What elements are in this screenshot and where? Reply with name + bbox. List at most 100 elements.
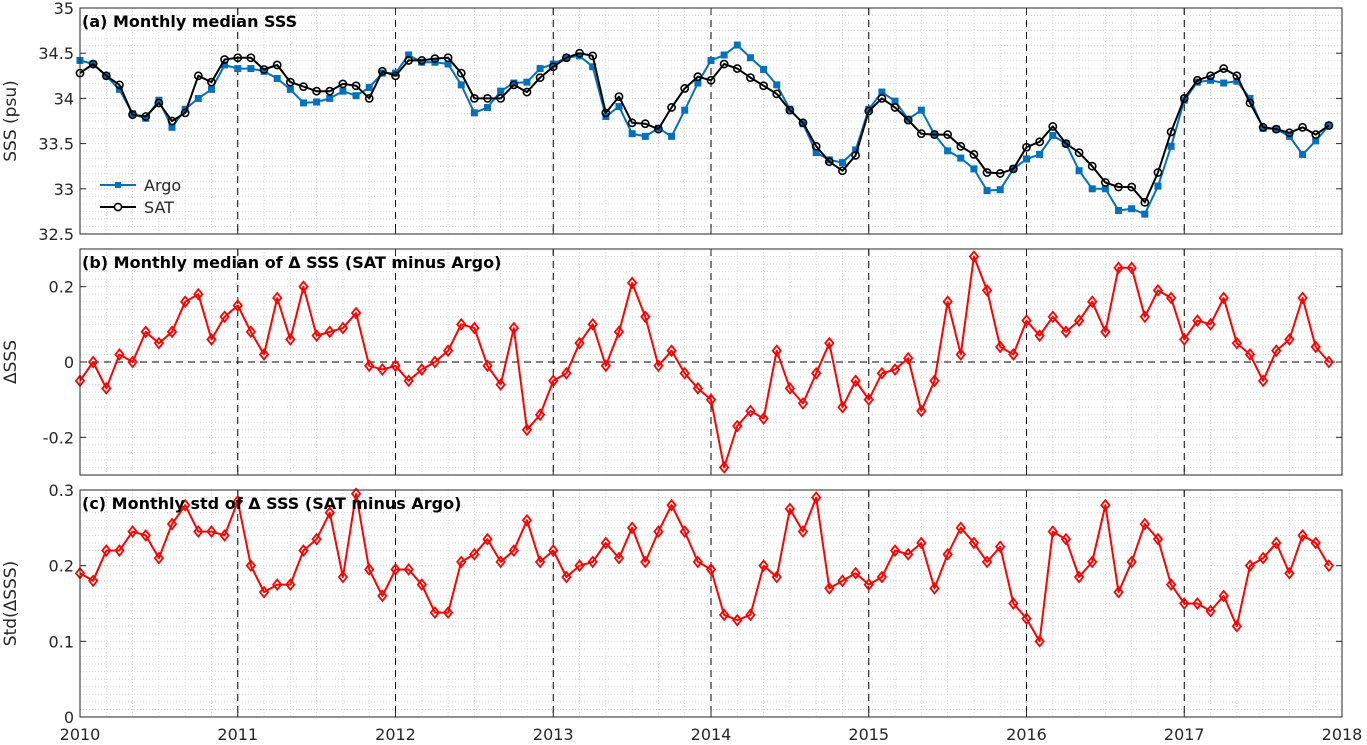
data-point [1139,310,1150,324]
data-point [758,559,769,573]
data-point [1271,536,1282,550]
data-point [482,532,493,546]
data-point [969,150,979,159]
data-point [326,94,334,102]
data-point [1244,348,1256,361]
data-point [929,374,940,388]
data-point [784,502,796,516]
data-point [1047,525,1058,539]
data-point [416,578,427,592]
data-point [548,544,559,557]
data-point [443,53,453,63]
data-point [876,366,888,380]
data-point [600,536,611,550]
data-point [1100,178,1110,187]
data-point [285,332,296,346]
data-point [1311,130,1321,139]
x-tick-label: 2012 [375,725,416,744]
data-point [1048,122,1058,131]
data-point [457,81,465,89]
data-point [285,77,295,87]
data-point [942,547,953,561]
data-point [324,506,335,520]
data-point [364,563,375,576]
data-point [851,150,861,160]
data-point [797,396,809,410]
data-point [298,280,309,294]
data-point [180,498,191,512]
data-point [759,81,768,91]
data-point [1218,589,1229,603]
y-tick-label: 0.2 [49,278,74,297]
data-point [508,544,519,557]
data-point [456,317,467,331]
data-point [233,53,243,63]
data-point [614,92,624,101]
data-point [484,103,492,111]
y-tick-label: 0.1 [49,632,74,651]
data-point [1061,139,1071,148]
data-point [272,60,282,70]
data-point [1257,374,1269,388]
data-point [87,574,99,588]
data-point [495,378,506,392]
data-point [587,317,598,331]
data-point [600,359,611,373]
data-point [1021,314,1032,328]
data-point [916,404,927,418]
data-point [1298,122,1307,132]
data-point [916,536,927,550]
data-point [1115,206,1123,214]
data-point [561,366,572,380]
data-point [495,555,506,569]
data-point [876,570,888,584]
data-point [141,112,151,121]
data-point [207,77,216,87]
data-point [957,154,965,162]
data-point [153,336,165,350]
data-point [1310,536,1321,550]
data-point [626,521,638,535]
data-point [1165,291,1177,305]
data-point [337,321,349,335]
data-point [983,187,991,195]
data-point [981,555,993,569]
data-point [1074,148,1084,158]
data-point [837,400,848,414]
data-point [128,110,137,120]
data-point [1219,64,1229,73]
data-point [193,71,203,81]
data-point [1047,310,1058,324]
data-point [864,106,874,116]
data-point [574,336,585,350]
data-point [470,109,478,117]
data-point [442,606,454,620]
data-point [1232,71,1242,81]
data-point [615,103,623,111]
data-point [101,71,111,81]
data-point [680,84,690,93]
data-point [706,75,716,85]
data-point [955,521,966,535]
data-point [535,73,545,83]
data-point [982,168,992,177]
data-point [1100,498,1111,512]
data-point [140,528,151,542]
data-point [1034,329,1045,343]
y-tick-label: 0 [64,708,74,727]
data-point [981,283,993,297]
data-point [863,393,874,407]
data-point [1167,142,1175,150]
data-point [377,363,388,376]
data-point [234,65,242,73]
data-point [390,563,401,576]
panel-title: (b) Monthly median of Δ SSS (SAT minus A… [82,253,501,272]
data-point [245,325,257,339]
data-point [1139,517,1150,531]
data-point [968,250,980,263]
data-point [194,94,202,102]
data-point [707,56,715,64]
data-point [154,98,164,108]
data-point [1154,182,1162,190]
